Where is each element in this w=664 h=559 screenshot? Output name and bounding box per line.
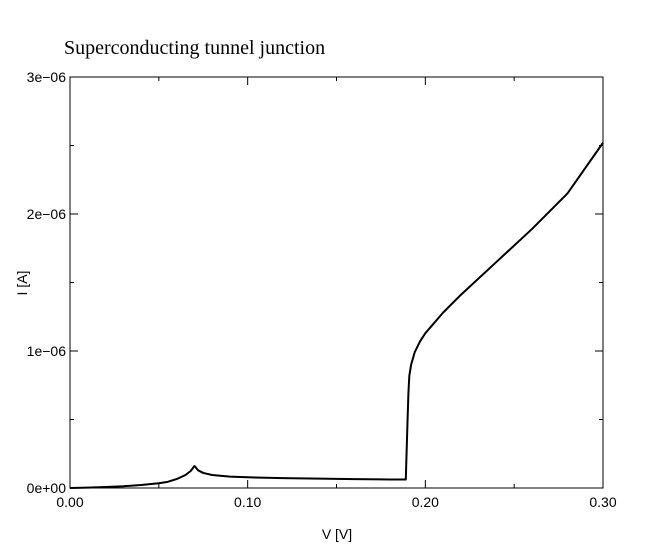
axis-ticks (69, 76, 604, 489)
y-tick-label: 3e−06 (27, 69, 67, 85)
chart-title: Superconducting tunnel junction (64, 37, 325, 59)
y-tick-label: 2e−06 (27, 206, 67, 222)
x-tick-label: 0.20 (412, 494, 439, 510)
x-tick-label: 0.00 (56, 494, 83, 510)
x-tick-label: 0.10 (234, 494, 261, 510)
x-axis-label: V [V] (322, 526, 352, 542)
plot-frame (69, 76, 604, 489)
tick-labels: 0.00 0.10 0.20 0.30 0e+00 1e−06 2e−06 3e−06 (27, 69, 617, 510)
x-tick-label: 0.30 (589, 494, 616, 510)
y-tick-label: 1e−06 (27, 343, 67, 359)
y-axis-label: I [A] (14, 271, 30, 296)
series-line (69, 142, 604, 489)
y-tick-label: 0e+00 (27, 480, 67, 496)
